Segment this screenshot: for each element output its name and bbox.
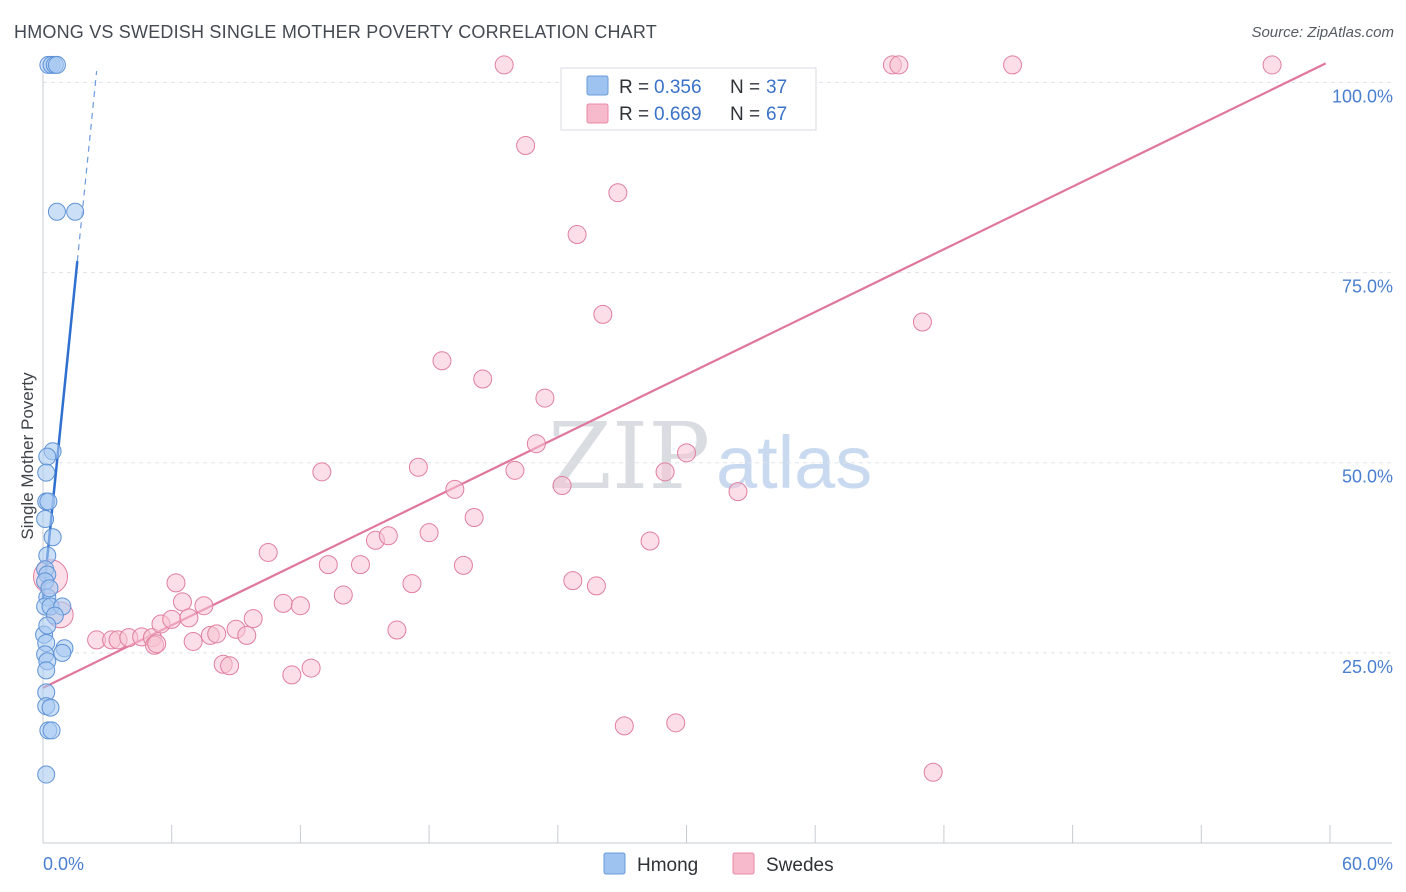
legend: R = 0.356 N = 37 R = 0.669 N = 67 — [560, 67, 817, 131]
swedes-point — [179, 608, 199, 628]
swedes-point — [282, 665, 302, 685]
hmong-point — [38, 616, 57, 635]
swedes-point — [318, 555, 338, 575]
legend-n-label-swedes: N = — [730, 104, 760, 125]
hmong-point — [37, 463, 56, 482]
swedes-point — [402, 574, 422, 594]
legend-n-value-hmong: 37 — [766, 77, 787, 98]
chart-title: HMONG VS SWEDISH SINGLE MOTHER POVERTY C… — [14, 22, 657, 42]
swedes-point — [567, 225, 587, 245]
swedes-point — [608, 183, 628, 203]
swedes-point — [419, 523, 439, 543]
swedes-point — [166, 573, 186, 593]
hmong-trend-extension — [76, 70, 98, 262]
swedes-point — [162, 609, 182, 629]
hmong-point — [47, 202, 66, 221]
swedes-point — [194, 596, 214, 616]
y-tick-label-0: 25.0% — [1342, 657, 1393, 677]
swedes-point — [889, 55, 909, 75]
bottom-legend-swatch-hmong — [603, 852, 626, 875]
hmong-point — [37, 765, 56, 784]
swedes-point — [473, 369, 493, 389]
swedes-point — [593, 304, 613, 324]
swedes-point — [586, 576, 606, 596]
legend-swatch-hmong — [586, 75, 609, 96]
swedes-point — [243, 609, 263, 629]
swedes-point — [552, 476, 572, 496]
bottom-legend-swatch-swedes — [732, 852, 755, 875]
hmong-point — [53, 643, 72, 662]
swedes-point — [333, 585, 353, 605]
swedes-point — [378, 526, 398, 546]
swedes-point — [526, 434, 546, 454]
swedes-trend-line — [42, 62, 1327, 689]
x-tick-label-0: 0.0% — [43, 854, 84, 874]
swedes-point — [312, 462, 332, 482]
legend-r-label-hmong: R = — [619, 77, 649, 98]
swedes-point — [237, 625, 257, 645]
swedes-point — [147, 634, 167, 654]
y-axis-label: Single Mother Poverty — [18, 372, 37, 540]
swedes-point — [445, 479, 465, 499]
swedes-point — [387, 620, 407, 640]
swedes-point — [464, 507, 484, 527]
legend-r-value-hmong: 0.356 — [654, 77, 702, 98]
swedes-point — [666, 713, 686, 733]
swedes-point — [640, 531, 660, 551]
legend-r-label-swedes: R = — [619, 104, 649, 125]
data-points — [33, 55, 1282, 784]
y-tick-label-3: 100.0% — [1332, 86, 1393, 106]
swedes-point — [183, 631, 203, 651]
legend-swatch-swedes — [586, 103, 609, 124]
swedes-point — [207, 624, 227, 644]
swedes-point — [1262, 55, 1282, 75]
swedes-point — [494, 55, 514, 75]
swedes-point — [220, 656, 240, 676]
gridlines — [43, 81, 1392, 654]
swedes-point — [728, 482, 748, 502]
legend-r-value-swedes: 0.669 — [654, 104, 702, 125]
hmong-point — [36, 509, 55, 528]
swedes-point — [923, 762, 943, 782]
hmong-point — [41, 698, 60, 717]
swedes-point — [301, 658, 321, 678]
swedes-point — [258, 542, 278, 562]
legend-n-value-swedes: 67 — [766, 104, 787, 125]
trend-lines — [41, 62, 1327, 689]
swedes-point — [172, 592, 192, 612]
swedes-point — [432, 351, 452, 371]
hmong-point — [43, 528, 62, 547]
swedes-point — [912, 312, 932, 332]
swedes-point — [273, 593, 293, 613]
hmong-point — [37, 661, 56, 680]
hmong-point — [47, 55, 66, 74]
swedes-point — [535, 388, 555, 408]
swedes-point — [655, 462, 675, 482]
swedes-point — [516, 136, 536, 156]
hmong-point — [38, 447, 57, 466]
swedes-point — [290, 596, 310, 616]
hmong-point — [42, 721, 61, 740]
swedes-point — [350, 555, 370, 575]
source-credit: Source: ZipAtlas.com — [1251, 24, 1394, 41]
swedes-point — [453, 555, 473, 575]
legend-n-label-hmong: N = — [730, 77, 760, 98]
tick-labels: 25.0% 50.0% 75.0% 100.0% 0.0% 60.0% — [43, 86, 1393, 874]
swedes-point — [614, 716, 634, 736]
bottom-legend-label-hmong: Hmong — [637, 855, 698, 876]
bottom-legend-label-swedes: Swedes — [766, 855, 834, 876]
swedes-point — [677, 443, 696, 463]
x-tick-label-1: 60.0% — [1342, 854, 1393, 874]
y-tick-label-2: 75.0% — [1342, 277, 1393, 297]
y-tick-label-1: 50.0% — [1342, 467, 1393, 487]
hmong-point — [40, 579, 59, 598]
hmong-point — [39, 492, 58, 511]
swedes-point — [563, 571, 583, 591]
bottom-legend: Hmong Swedes — [603, 852, 834, 876]
swedes-point — [505, 460, 525, 480]
swedes-point — [408, 457, 428, 477]
hmong-point — [66, 202, 85, 221]
swedes-point — [1003, 55, 1023, 75]
